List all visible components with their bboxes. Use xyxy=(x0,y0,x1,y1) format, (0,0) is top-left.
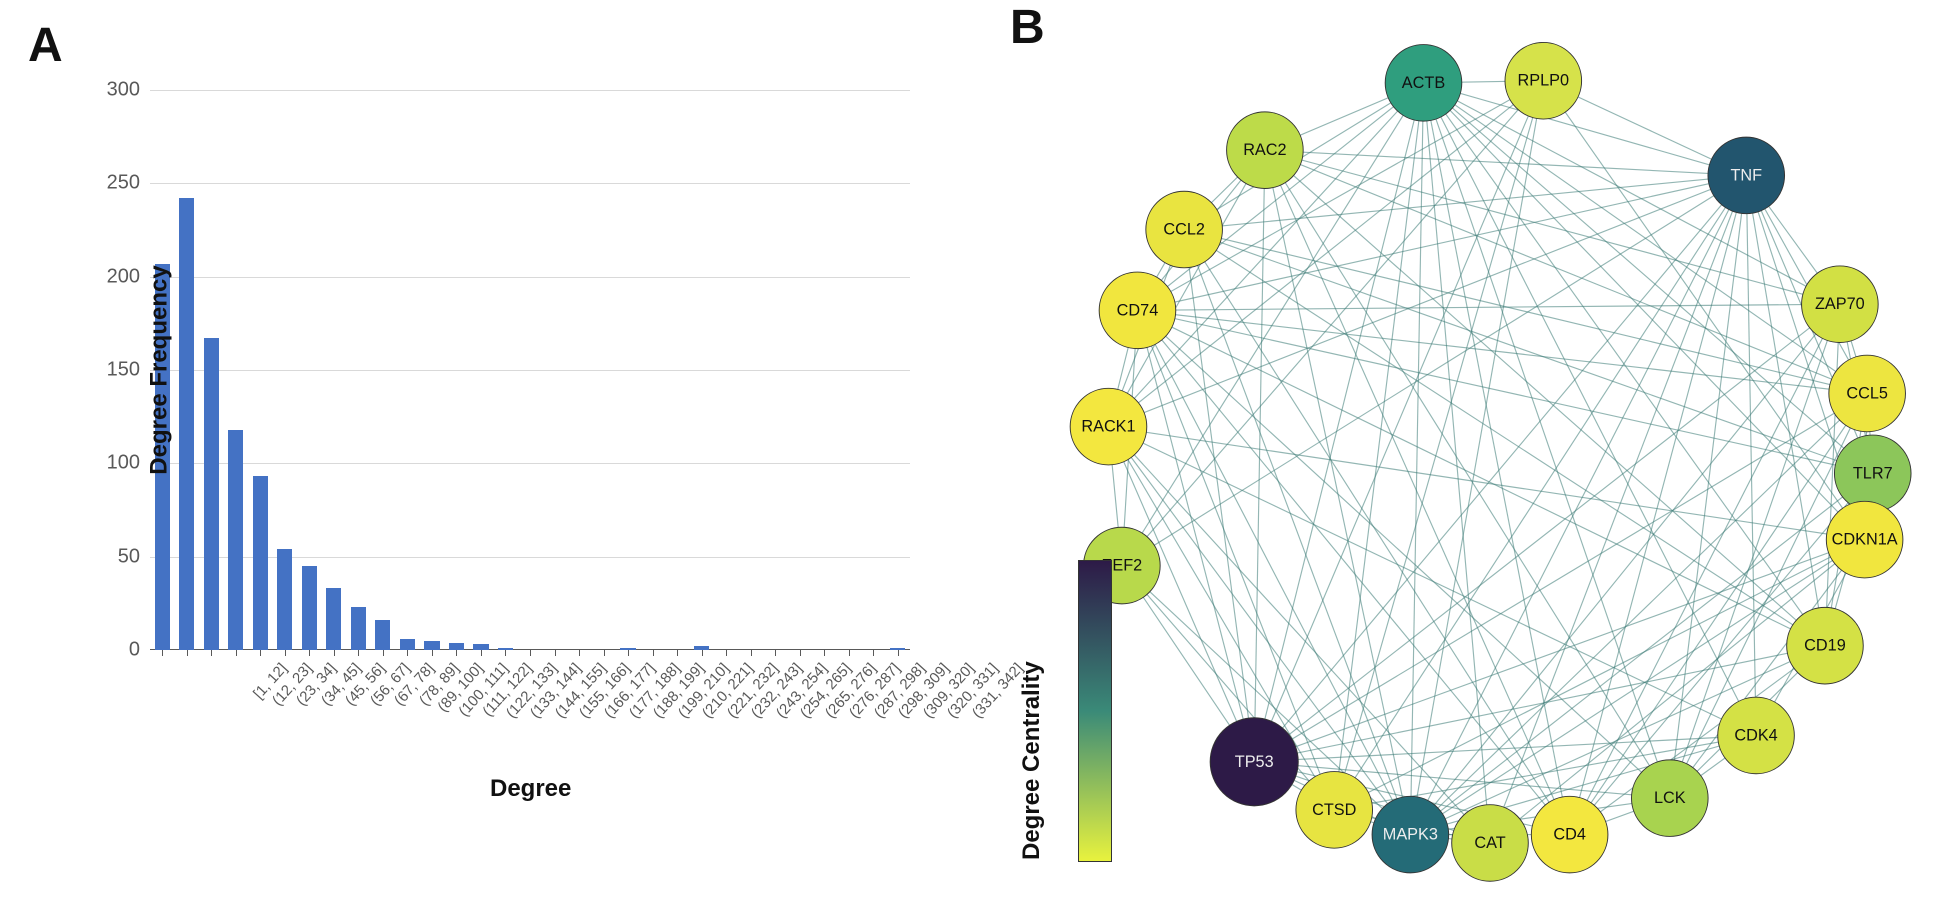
colorbar xyxy=(1078,560,1112,862)
network-node xyxy=(1099,272,1176,349)
network-edge xyxy=(1410,83,1423,835)
network-node xyxy=(1385,45,1462,122)
xaxis-title: Degree xyxy=(490,775,571,803)
ytick-label: 150 xyxy=(80,359,140,382)
gridline xyxy=(150,183,910,184)
histogram-bar xyxy=(449,643,464,650)
network-edge xyxy=(1423,83,1569,835)
network-node xyxy=(1505,42,1582,119)
network-edge xyxy=(1137,310,1669,798)
gridline xyxy=(150,463,910,464)
network-edge xyxy=(1410,393,1867,834)
network-edge xyxy=(1254,175,1746,761)
panel-label-a: A xyxy=(28,18,63,73)
gridline xyxy=(150,90,910,91)
histogram-bar xyxy=(302,566,317,650)
network-node xyxy=(1296,772,1373,849)
network-edge xyxy=(1137,310,1569,834)
ytick-label: 0 xyxy=(80,639,140,662)
histogram-bar xyxy=(351,607,366,650)
ytick-label: 100 xyxy=(80,452,140,475)
gene-network: ACTBRPLP0TNFZAP70CCL5TLR7CDKN1ACD19CDK4L… xyxy=(1040,20,1940,900)
network-node xyxy=(1372,796,1449,873)
network-node xyxy=(1631,760,1708,837)
network-node xyxy=(1531,796,1608,873)
network-node xyxy=(1452,805,1529,882)
colorbar-title: Degree Centrality xyxy=(1018,661,1046,860)
network-edge xyxy=(1265,150,1570,834)
network-edge xyxy=(1137,310,1867,393)
histogram-bar xyxy=(375,620,390,650)
degree-histogram xyxy=(150,90,910,650)
yaxis-title: Degree Frequency xyxy=(146,265,174,474)
network-edge xyxy=(1137,310,1254,761)
network-node xyxy=(1802,266,1879,343)
histogram-bar xyxy=(424,641,439,650)
network-edge xyxy=(1184,230,1825,646)
network-node xyxy=(1829,355,1906,432)
histogram-bar xyxy=(400,639,415,650)
ytick-label: 300 xyxy=(80,79,140,102)
network-edge xyxy=(1570,304,1840,834)
gridline xyxy=(150,277,910,278)
ytick-label: 200 xyxy=(80,265,140,288)
network-node xyxy=(1708,137,1785,214)
network-edge xyxy=(1137,310,1872,473)
gridline xyxy=(150,370,910,371)
histogram-bar xyxy=(253,476,268,650)
ytick-label: 50 xyxy=(80,545,140,568)
network-edge xyxy=(1137,310,1824,645)
network-node xyxy=(1146,191,1223,268)
histogram-bar xyxy=(277,549,292,650)
network-node xyxy=(1210,718,1298,806)
network-node xyxy=(1834,435,1911,512)
network-edge xyxy=(1184,230,1873,474)
network-edge xyxy=(1108,427,1490,843)
network-node xyxy=(1787,607,1864,684)
network-node xyxy=(1718,697,1795,774)
network-edge xyxy=(1423,83,1864,540)
network-edge xyxy=(1334,81,1543,810)
histogram-bar xyxy=(179,198,194,650)
network-node xyxy=(1826,501,1903,578)
colorbar-legend: Degree Centrality xyxy=(1010,560,1120,870)
network-edge xyxy=(1137,304,1839,310)
histogram-bar xyxy=(204,338,219,650)
ytick-label: 250 xyxy=(80,172,140,195)
network-node xyxy=(1227,112,1304,189)
network-edge xyxy=(1334,175,1746,809)
histogram-bar xyxy=(326,588,341,650)
histogram-bar xyxy=(228,430,243,650)
network-node xyxy=(1070,388,1147,465)
